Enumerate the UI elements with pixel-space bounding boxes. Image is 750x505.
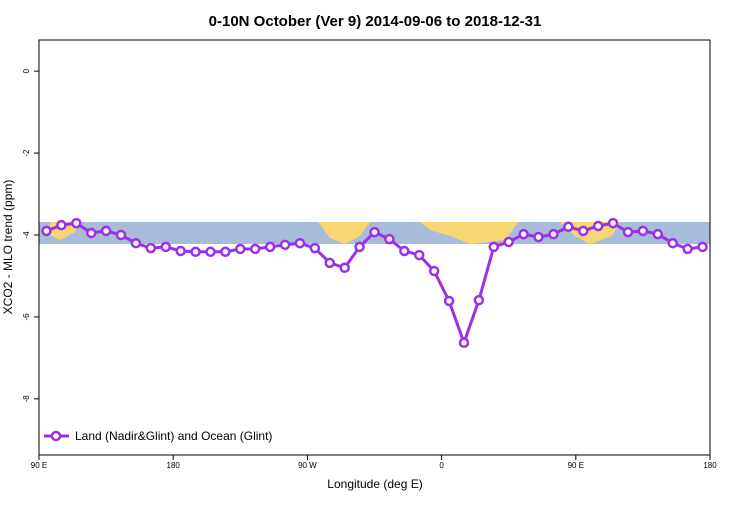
- point: [563, 221, 574, 233]
- x-tick-label: 90 W: [298, 461, 317, 470]
- point: [205, 246, 216, 258]
- point: [518, 228, 529, 240]
- point: [667, 237, 678, 249]
- x-tick-label: 90 E: [31, 461, 47, 470]
- point: [637, 225, 649, 237]
- point: [220, 246, 231, 258]
- point: [503, 236, 514, 248]
- point: [428, 265, 440, 277]
- point: [249, 243, 261, 255]
- point: [578, 225, 589, 237]
- point: [264, 241, 276, 253]
- point: [697, 241, 708, 253]
- point: [652, 228, 664, 240]
- point: [85, 227, 97, 239]
- point: [175, 245, 186, 257]
- point: [607, 217, 619, 229]
- point: [413, 249, 425, 261]
- point: [488, 241, 500, 253]
- point: [235, 243, 246, 255]
- point: [682, 243, 693, 255]
- point: [354, 241, 365, 253]
- x-tick-label: 0: [439, 461, 444, 470]
- point: [369, 226, 380, 238]
- land: [420, 222, 518, 244]
- point: [592, 220, 604, 232]
- point: [443, 295, 455, 307]
- point: [324, 257, 336, 269]
- y-axis-label: XCO2 - MLO trend (ppm): [1, 180, 15, 315]
- land: [318, 222, 370, 244]
- y-tick-label: 0: [22, 68, 31, 73]
- x-tick-label: 180: [167, 461, 181, 470]
- point: [115, 229, 127, 241]
- point: [279, 239, 291, 251]
- point: [399, 245, 410, 257]
- y-tick-label: -2: [22, 149, 31, 157]
- legend-label: Land (Nadir&Glint) and Ocean (Glint): [75, 429, 272, 443]
- x-tick-label: 90 E: [568, 461, 584, 470]
- point: [56, 219, 67, 231]
- point: [71, 217, 82, 229]
- point: [548, 228, 559, 240]
- x-axis-label: Longitude (deg E): [327, 477, 422, 491]
- x-tick-label: 180: [703, 461, 717, 470]
- point: [622, 226, 634, 238]
- point: [160, 241, 171, 253]
- y-tick-label: -6: [22, 313, 31, 321]
- point: [384, 233, 395, 245]
- point: [41, 225, 52, 237]
- point: [473, 294, 485, 306]
- plot-frame: [38, 39, 711, 456]
- legend-marker: [50, 430, 62, 442]
- chart-title: 0-10N October (Ver 9) 2014-09-06 to 2018…: [209, 13, 542, 30]
- point: [294, 237, 306, 249]
- point: [533, 231, 544, 243]
- point: [309, 242, 321, 254]
- point: [145, 242, 157, 254]
- point: [100, 225, 112, 237]
- y-tick-label: -8: [22, 395, 31, 403]
- point: [130, 237, 142, 249]
- point: [190, 246, 201, 258]
- y-tick-label: -4: [22, 231, 31, 239]
- point: [458, 337, 470, 348]
- point: [339, 262, 350, 274]
